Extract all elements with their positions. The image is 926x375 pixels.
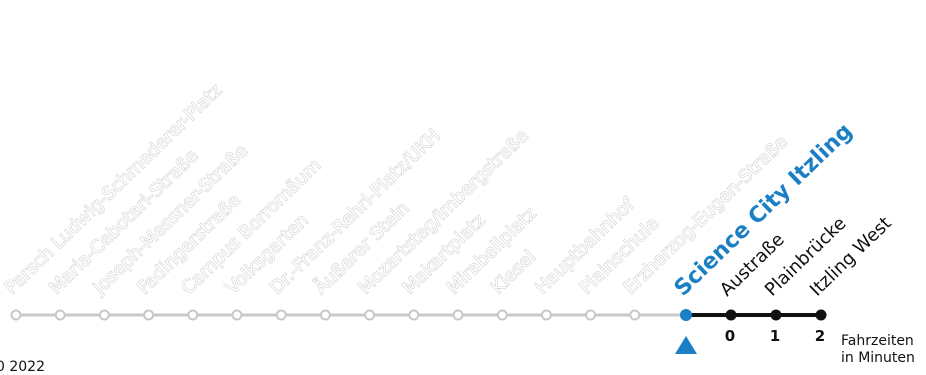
travel-minutes-label: 1 [770,327,780,345]
past-stop-dot [319,309,331,321]
past-stop-dot [496,309,508,321]
past-stop-dot [585,309,597,321]
position-marker-icon [675,336,697,354]
upcoming-stop-dot [770,309,782,321]
past-stop-dot [408,309,420,321]
current-stop-dot [680,309,692,321]
past-stop-dot [629,309,641,321]
past-stop-dot [187,309,199,321]
past-stop-dot [275,309,287,321]
past-stop-dot [540,309,552,321]
past-stop-dot [98,309,110,321]
corner-fragment-text: 0 2022 [0,359,45,375]
travel-minutes-label: 0 [725,327,735,345]
travel-time-caption-line2: in Minuten [841,350,915,366]
upcoming-route-track [680,309,827,321]
up-triangle-icon [675,336,697,354]
past-stop-dot [10,309,22,321]
past-route-track [10,309,686,321]
travel-time-caption-line1: Fahrzeiten [841,333,914,349]
past-stop-dot [452,309,464,321]
past-stop-dot [143,309,155,321]
past-stop-dot [231,309,243,321]
upcoming-stop-dot [815,309,827,321]
past-stop-dot [54,309,66,321]
stop-labels: Parsch Ludwig-Schmederer-PlatzMaria-Cebo… [0,79,895,345]
past-stop-dot [364,309,376,321]
travel-minutes-label: 2 [815,327,825,345]
upcoming-stop-dot [725,309,737,321]
